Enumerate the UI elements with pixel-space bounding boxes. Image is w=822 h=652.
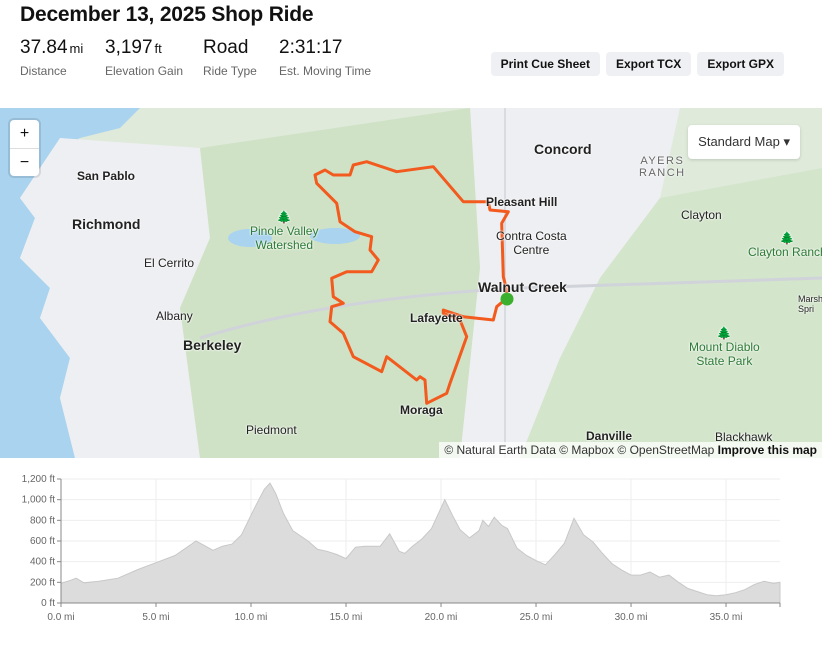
y-tick-label: 1,000 ft (22, 495, 56, 506)
x-tick-label: 35.0 mi (710, 612, 743, 623)
place-label: Berkeley (183, 337, 242, 353)
map-canvas (0, 108, 822, 458)
zoom-out-button[interactable]: − (10, 148, 39, 176)
urban-area-east (460, 108, 680, 458)
stat-value: 3,197 (105, 37, 153, 58)
stat-unit: ft (154, 41, 162, 56)
stat-value: Road (203, 37, 249, 58)
stat-value: 37.84 (20, 37, 68, 58)
route-start-marker[interactable] (500, 292, 514, 306)
print-cue-sheet-button[interactable]: Print Cue Sheet (490, 52, 600, 76)
x-tick-label: 30.0 mi (615, 612, 648, 623)
place-label: AYERS RANCH (639, 155, 686, 179)
zoom-controls: + − (10, 120, 39, 176)
reservoir (310, 228, 360, 244)
place-label: Pleasant Hill (486, 195, 558, 209)
place-label: Richmond (72, 216, 141, 232)
y-tick-label: 200 ft (30, 577, 55, 588)
place-label: Blackhawk (715, 430, 773, 444)
stat-distance: 37.84 mi Distance (20, 37, 83, 78)
route-map[interactable]: + − Standard Map ▾ Concord AYERS RANCH Sa… (0, 108, 822, 458)
place-label: San Pablo (77, 169, 136, 183)
stat-elevation-gain: 3,197 ft Elevation Gain (105, 37, 183, 78)
place-label: Walnut Creek (478, 279, 567, 295)
y-tick-label: 800 ft (30, 515, 55, 526)
route-line (313, 160, 510, 405)
elevation-area (60, 482, 781, 604)
x-tick-label: 15.0 mi (330, 612, 363, 623)
bay-water (0, 108, 75, 458)
place-label: Piedmont (246, 423, 297, 437)
page-title: December 13, 2025 Shop Ride (20, 3, 314, 26)
tree-icon: 🌲 (716, 326, 732, 340)
y-tick-label: 1,200 ft (22, 474, 56, 485)
map-style-value: Standard Map (698, 134, 780, 149)
x-tick-label: 20.0 mi (425, 612, 458, 623)
park-label-mount-diablo: 🌲 Mount Diablo State Park (689, 326, 760, 368)
y-tick-label: 0 ft (41, 598, 55, 609)
stat-value: 2:31:17 (279, 37, 343, 58)
map-style-select[interactable]: Standard Map ▾ (688, 125, 800, 159)
stat-unit: mi (69, 41, 84, 56)
stat-label: Elevation Gain (105, 64, 184, 78)
stat-moving-time: 2:31:17 Est. Moving Time (279, 37, 371, 78)
map-attribution: © Natural Earth Data © Mapbox © OpenStre… (439, 442, 822, 458)
stat-ride-type: Road Ride Type (203, 37, 257, 78)
reservoir (228, 229, 272, 247)
place-label-line: Watershed (255, 238, 314, 252)
place-label-line: Pinole Valley (250, 224, 319, 238)
export-toolbar: Print Cue Sheet Export TCX Export GPX (490, 52, 784, 76)
place-label-line: Clayton Ranch (748, 245, 822, 259)
place-label-line: Contra Costa (496, 229, 567, 243)
x-tick-label: 25.0 mi (520, 612, 553, 623)
caret-down-icon: ▾ (783, 134, 790, 149)
place-label-line: Spri (798, 304, 815, 314)
improve-map-link[interactable]: Improve this map (717, 443, 817, 457)
elevation-profile-chart[interactable]: 0 ft 200 ft 400 ft 600 ft 800 ft 1,000 ft 1,20… (0, 466, 822, 636)
place-label-line: Centre (513, 243, 550, 257)
place-label-line: Marsh (798, 294, 822, 304)
export-gpx-button[interactable]: Export GPX (697, 52, 784, 76)
place-label: Lafayette (410, 311, 463, 325)
attribution-text: © Natural Earth Data © Mapbox © OpenStre… (444, 443, 715, 457)
tree-icon: 🌲 (779, 231, 795, 245)
urban-area-west (20, 138, 210, 458)
x-tick-label: 0.0 mi (47, 612, 74, 623)
hills-east (520, 168, 822, 458)
zoom-in-button[interactable]: + (19, 125, 30, 142)
y-tick-label: 400 ft (30, 557, 55, 568)
x-tick-label: 5.0 mi (142, 612, 169, 623)
place-label: Danville (586, 429, 633, 443)
place-label: Moraga (400, 403, 443, 417)
place-label: Albany (156, 309, 193, 323)
x-tick-label: 10.0 mi (235, 612, 268, 623)
park-label-pinole: 🌲 Pinole Valley Watershed (250, 210, 318, 252)
highway (199, 276, 822, 340)
place-label: Marsh Spri (798, 294, 822, 314)
place-label-line: AYERS (640, 155, 685, 167)
place-label-line: Mount Diablo (689, 340, 760, 354)
place-label-line: State Park (696, 354, 753, 368)
stat-label: Est. Moving Time (279, 64, 372, 78)
stat-label: Distance (20, 64, 67, 78)
stat-label: Ride Type (203, 64, 257, 78)
tree-icon: 🌲 (276, 210, 292, 224)
place-label: El Cerrito (144, 256, 195, 270)
place-label: Concord (534, 141, 592, 157)
place-label: Contra Costa Centre (496, 229, 567, 257)
export-tcx-button[interactable]: Export TCX (605, 52, 692, 76)
chart-axes: 0 ft 200 ft 400 ft 600 ft 800 ft 1,000 ft 1,20… (22, 474, 781, 623)
place-label-line: RANCH (639, 167, 686, 179)
place-label: Clayton (681, 208, 722, 222)
y-tick-label: 600 ft (30, 536, 55, 547)
park-label-clayton-ranch: 🌲 Clayton Ranch (748, 231, 822, 259)
